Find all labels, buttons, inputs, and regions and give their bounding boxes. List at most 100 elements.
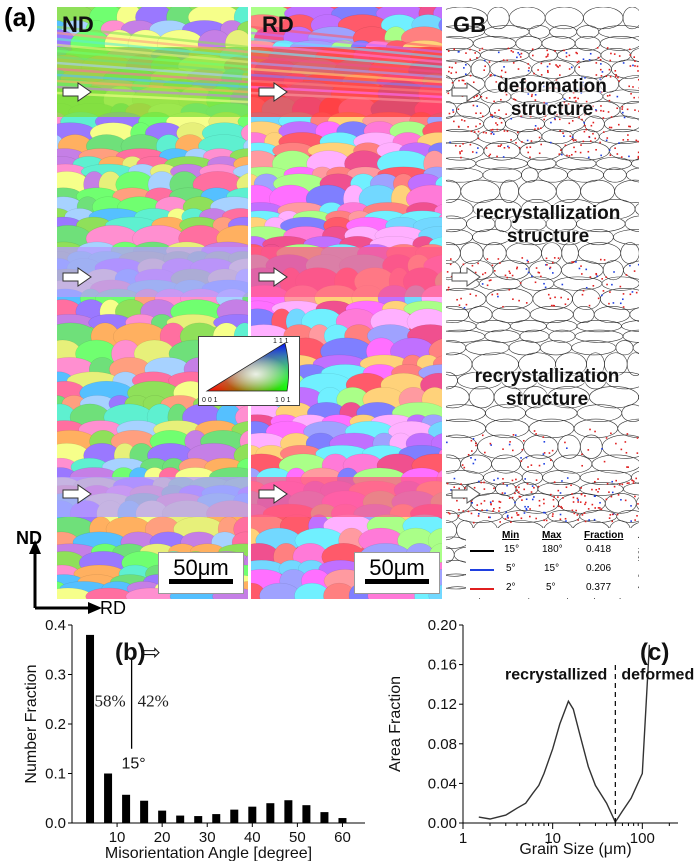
low-angle-boundary: [515, 512, 518, 514]
low-angle-boundary: [633, 96, 635, 99]
low-angle-boundary: [568, 68, 571, 70]
low-angle-boundary: [582, 81, 584, 84]
low-angle-boundary: [580, 144, 582, 146]
map-title-gb: GB: [453, 12, 486, 37]
low-angle-boundary: [499, 501, 502, 503]
low-angle-boundary: [578, 66, 580, 68]
histogram-bar: [194, 816, 203, 823]
grain-boundary: [626, 167, 639, 183]
low-angle-boundary: [638, 96, 639, 99]
gb-annotation-line: structure: [505, 389, 589, 410]
band-streak: [57, 73, 248, 89]
low-angle-boundary: [467, 453, 470, 456]
low-angle-boundary: [573, 512, 576, 515]
grain-boundary: [614, 179, 639, 203]
low-angle-boundary: [485, 147, 488, 149]
histogram-bar: [176, 815, 185, 823]
scale-bar-line: [169, 579, 233, 584]
low-angle-boundary: [632, 480, 635, 482]
low-angle-boundary: [528, 67, 530, 69]
low-angle-boundary: [637, 140, 639, 143]
low-angle-boundary: [524, 80, 527, 82]
low-angle-boundary: [493, 508, 495, 510]
grain-boundary: [621, 404, 639, 422]
low-angle-boundary: [561, 283, 564, 286]
low-angle-boundary: [525, 509, 528, 511]
ipf-corner-label: 1 1 1: [273, 338, 289, 345]
low-angle-boundary: [451, 81, 454, 84]
low-angle-boundary: [584, 503, 586, 506]
low-angle-boundary: [612, 513, 615, 515]
low-angle-boundary: [629, 65, 632, 67]
low-angle-boundary: [629, 48, 631, 51]
low-angle-boundary: [636, 452, 639, 454]
low-angle-boundary: [587, 156, 590, 159]
low-angle-boundary: [621, 106, 624, 108]
low-angle-boundary: [489, 153, 492, 156]
low-angle-boundary: [542, 511, 545, 514]
low-angle-boundary: [470, 439, 473, 442]
low-angle-boundary: [572, 501, 575, 503]
low-angle-boundary: [520, 517, 523, 520]
legend-min: 15°: [504, 544, 520, 555]
map-title-nd: ND: [62, 12, 94, 37]
low-angle-boundary: [472, 462, 475, 465]
band-streak: [57, 67, 248, 84]
grain-boundary: [605, 371, 639, 390]
low-angle-boundary: [559, 492, 562, 494]
low-angle-boundary: [538, 499, 541, 502]
grain-boundary: [626, 352, 639, 376]
grain-boundary: [621, 320, 639, 332]
band-streak: [251, 37, 442, 59]
low-angle-boundary: [517, 52, 519, 54]
arrow-marker-icon: [62, 484, 92, 504]
low-angle-boundary: [619, 285, 622, 288]
arrow-marker-icon: [62, 82, 92, 102]
low-angle-boundary: [505, 511, 507, 514]
gb-annotation-line: deformation: [497, 76, 607, 97]
low-angle-boundary: [584, 495, 586, 497]
low-angle-boundary: [502, 305, 504, 308]
low-angle-boundary: [521, 141, 523, 143]
low-angle-boundary: [610, 52, 612, 55]
grain-boundary: [598, 129, 639, 145]
low-angle-boundary: [595, 109, 597, 111]
low-angle-boundary: [609, 154, 612, 156]
low-angle-boundary: [510, 117, 513, 120]
low-angle-boundary: [469, 143, 472, 146]
low-angle-boundary: [492, 510, 494, 512]
low-angle-boundary: [577, 60, 580, 63]
low-angle-boundary: [502, 482, 505, 485]
low-angle-boundary: [608, 94, 611, 97]
low-angle-boundary: [616, 153, 619, 155]
low-angle-boundary: [636, 437, 639, 439]
ipf-triangle: 0 0 1 1 0 1 1 1 1: [202, 338, 291, 404]
low-angle-boundary: [613, 271, 615, 273]
low-angle-boundary: [583, 121, 585, 124]
low-angle-boundary: [511, 479, 514, 482]
low-angle-boundary: [594, 507, 596, 509]
band-streak: [251, 43, 442, 64]
low-angle-boundary: [498, 506, 501, 509]
low-angle-boundary: [571, 136, 574, 139]
low-angle-boundary: [500, 75, 502, 78]
grain: [240, 124, 248, 142]
low-angle-boundary: [534, 93, 537, 96]
low-angle-boundary: [582, 87, 585, 90]
low-angle-boundary: [489, 442, 492, 445]
legend-header-fraction: Fraction: [584, 530, 624, 541]
low-angle-boundary: [577, 105, 580, 107]
arrow-marker-icon: [451, 82, 481, 102]
low-angle-boundary: [547, 71, 549, 74]
low-angle-boundary: [514, 434, 517, 436]
low-angle-boundary: [502, 478, 504, 480]
low-angle-boundary: [580, 265, 582, 267]
low-angle-boundary: [616, 513, 619, 516]
low-angle-boundary: [630, 92, 632, 95]
low-angle-boundary: [476, 504, 479, 506]
low-angle-boundary: [564, 104, 566, 106]
grain-boundary: [634, 203, 639, 215]
y-tick-label: 0.1: [45, 766, 66, 783]
low-angle-boundary: [524, 478, 526, 480]
low-angle-boundary: [627, 466, 630, 468]
